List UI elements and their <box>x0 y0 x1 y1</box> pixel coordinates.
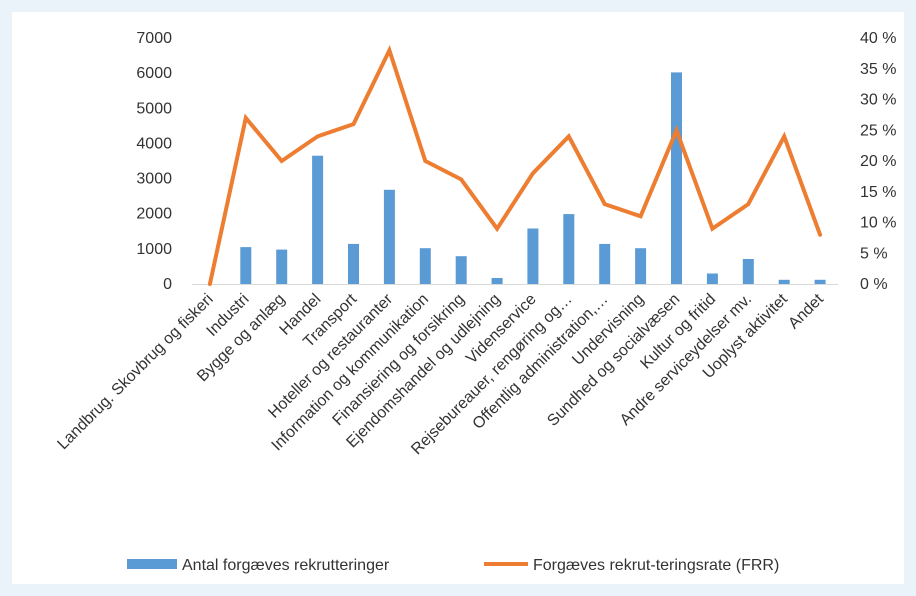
bar <box>240 247 252 284</box>
left-tick-label: 5000 <box>136 100 172 117</box>
left-axis: 0 1000 2000 3000 4000 5000 6000 7000 <box>136 30 172 293</box>
left-tick-label: 7000 <box>136 30 172 47</box>
right-tick-label: 15 % <box>860 184 896 201</box>
right-tick-label: 40 % <box>860 30 896 47</box>
right-tick-label: 25 % <box>860 122 896 139</box>
combo-chart: 0 1000 2000 3000 4000 5000 6000 7000 0 % 5 % 10 %… <box>54 30 896 574</box>
legend: Antal forgæves rekrutteringer Forgæves re… <box>127 557 779 574</box>
bar <box>742 259 754 284</box>
bar <box>563 214 575 284</box>
right-tick-label: 10 % <box>860 215 896 232</box>
right-tick-label: 35 % <box>860 61 896 78</box>
bar <box>419 248 431 284</box>
bar <box>383 189 395 284</box>
legend-bar-swatch <box>127 559 177 569</box>
left-tick-label: 6000 <box>136 65 172 82</box>
rate-line <box>207 44 823 286</box>
left-tick-label: 0 <box>163 276 172 293</box>
bar <box>635 248 647 284</box>
bar <box>312 155 324 284</box>
bar-series <box>192 72 838 285</box>
right-tick-label: 30 % <box>860 92 896 109</box>
bar <box>455 256 467 284</box>
legend-line-label: Forgæves rekrut-teringsrate (FRR) <box>533 557 779 574</box>
bar <box>814 279 826 284</box>
chart-frame: 0 1000 2000 3000 4000 5000 6000 7000 0 % 5 % 10 %… <box>12 12 904 584</box>
category-axis: Landbrug. Skovbrug og fiskeriIndustriByg… <box>54 290 827 458</box>
category-label: Andet <box>785 290 827 332</box>
category-label: Landbrug. Skovbrug og fiskeri <box>54 291 216 453</box>
line-series <box>207 44 823 286</box>
right-tick-label: 5 % <box>860 245 888 262</box>
left-tick-label: 1000 <box>136 241 172 258</box>
bar <box>276 249 288 284</box>
right-tick-label: 20 % <box>860 153 896 170</box>
bar <box>706 273 718 284</box>
bar <box>491 278 503 284</box>
left-tick-label: 2000 <box>136 206 172 223</box>
left-tick-label: 4000 <box>136 135 172 152</box>
bar <box>599 243 611 284</box>
right-tick-label: 0 % <box>860 276 888 293</box>
right-axis: 0 % 5 % 10 % 15 % 20 % 25 % 30 % 35 % 40 % <box>860 30 896 293</box>
bar <box>671 72 682 285</box>
bar <box>527 228 539 284</box>
legend-bar-label: Antal forgæves rekrutteringer <box>182 557 390 574</box>
bar <box>348 243 359 284</box>
left-tick-label: 3000 <box>136 171 172 188</box>
bar <box>778 279 790 284</box>
